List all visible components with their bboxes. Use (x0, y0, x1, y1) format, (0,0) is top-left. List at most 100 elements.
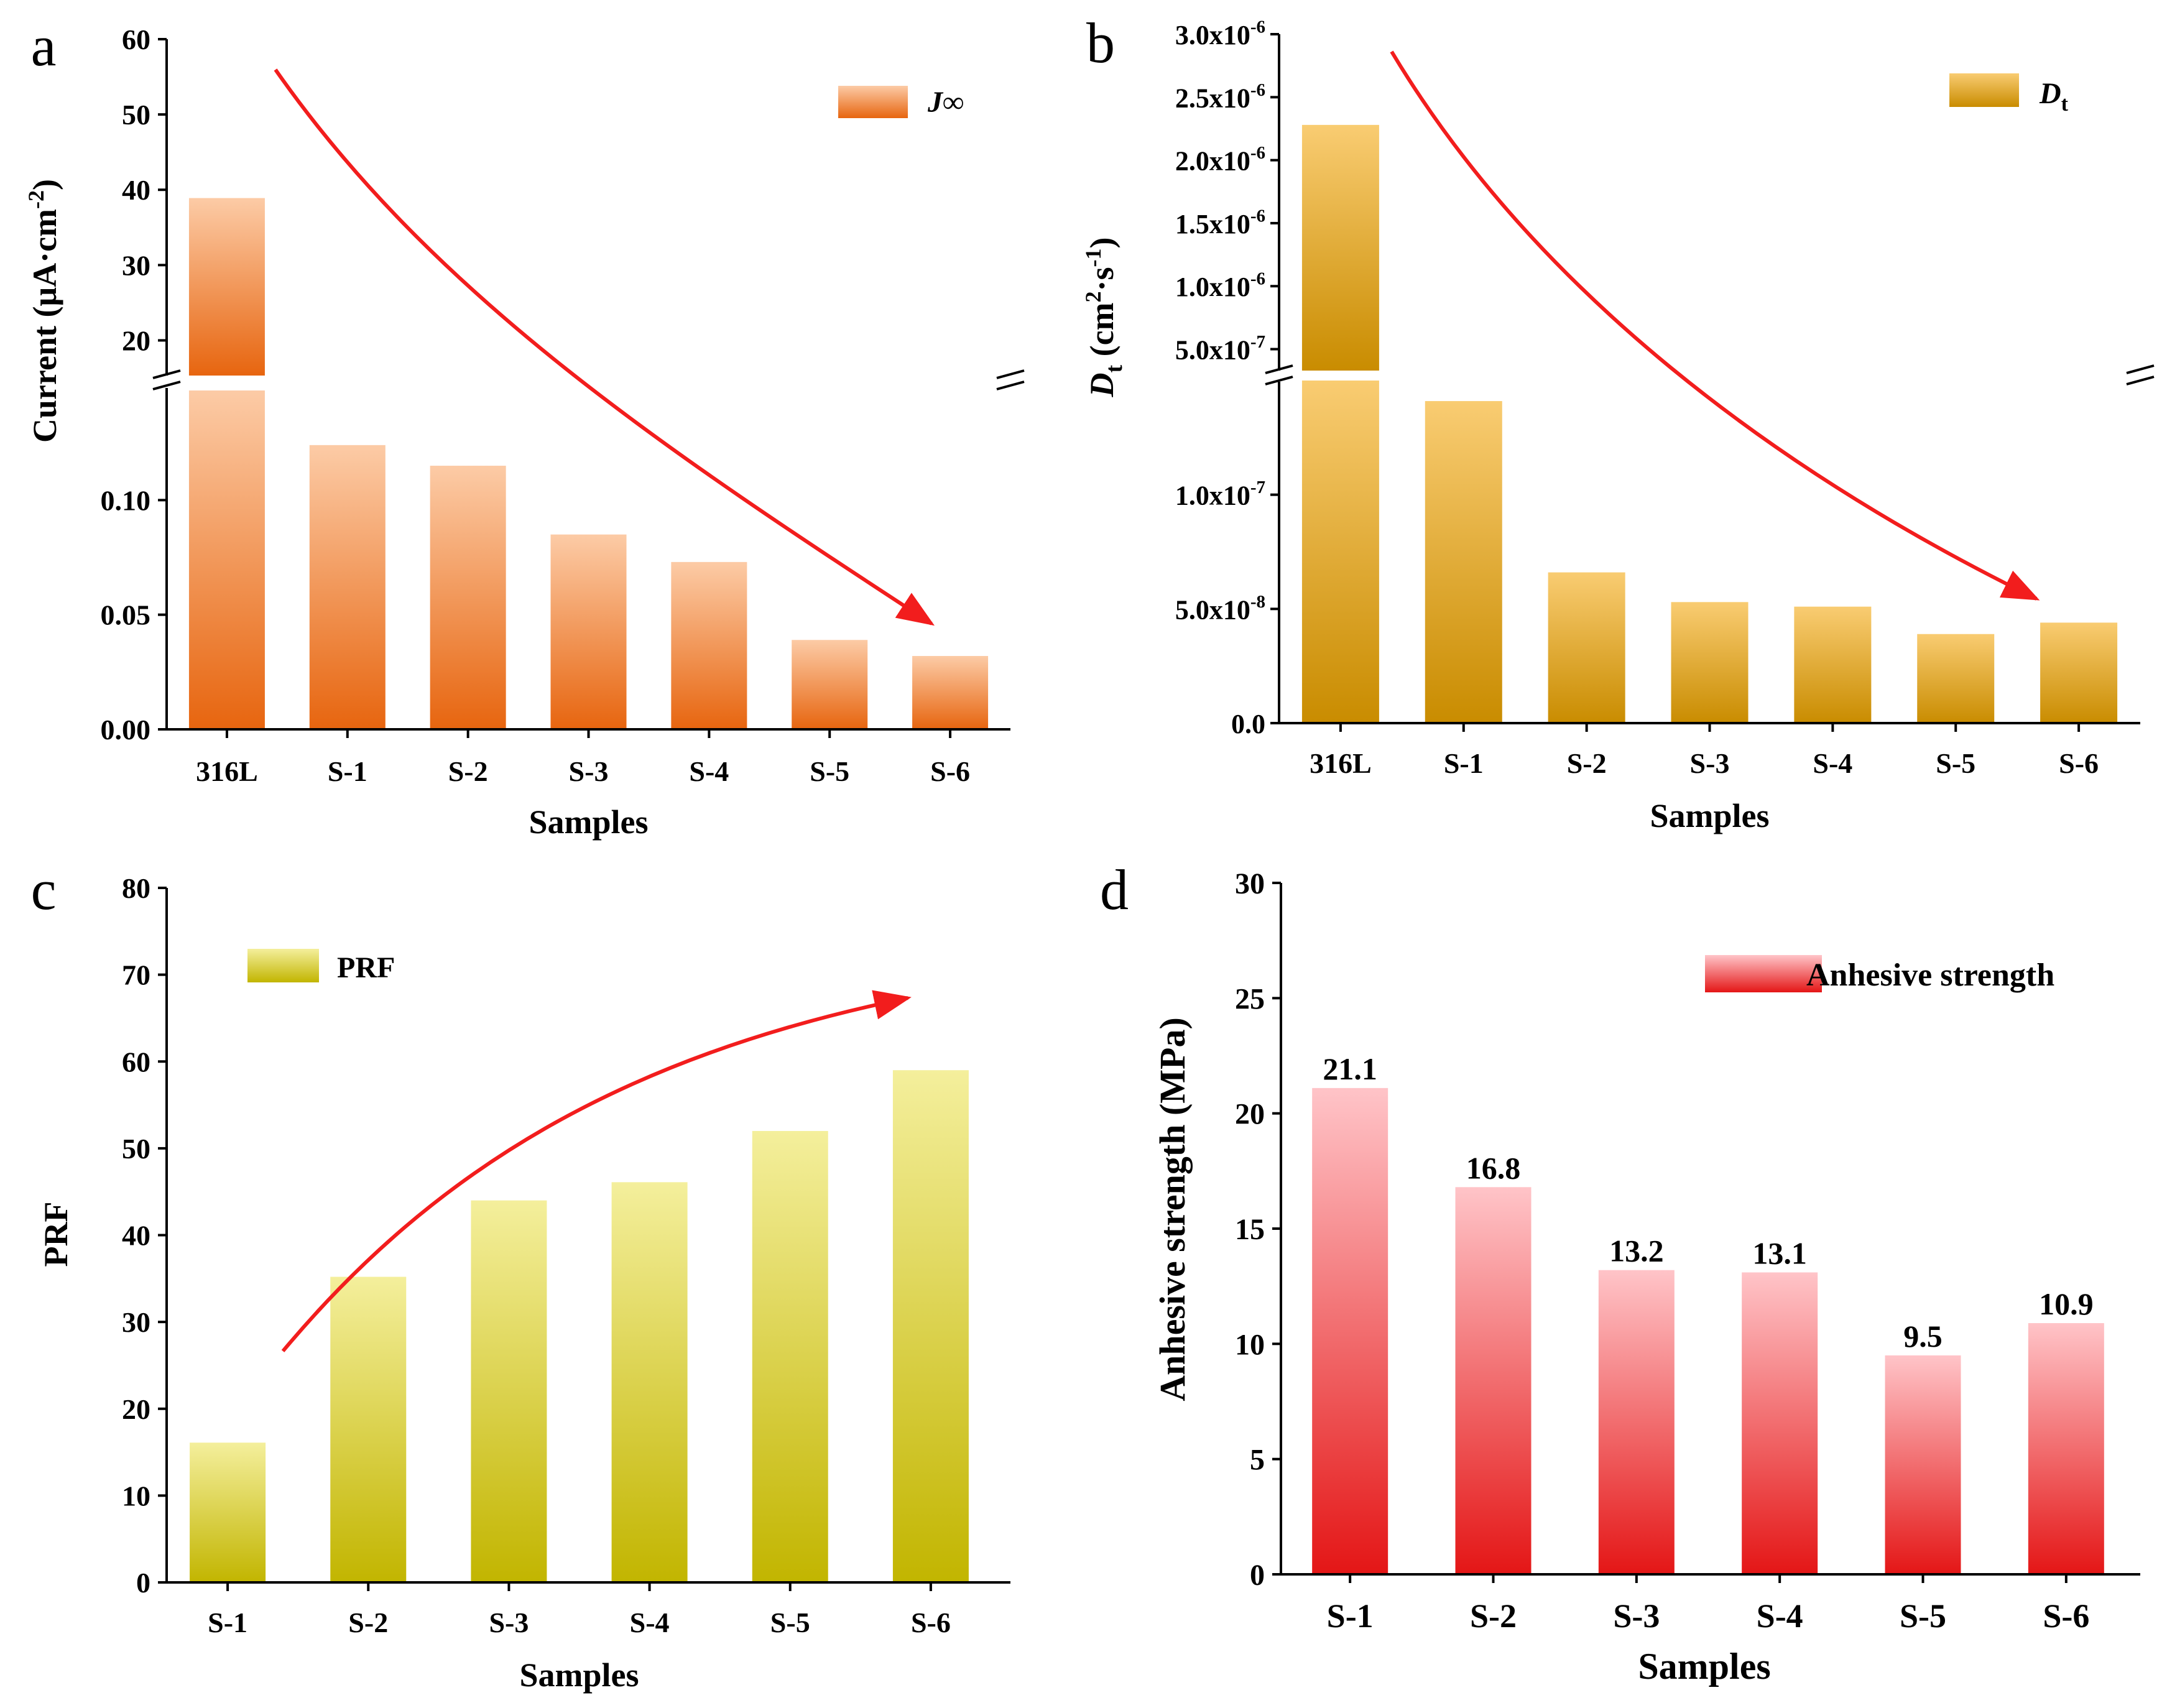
x-tick-label: S-2 (1470, 1597, 1517, 1635)
bar-S-6 (892, 1070, 969, 1582)
y-tick-label: 1.5x10-6 (1175, 206, 1265, 239)
legend-label: PRF (337, 951, 395, 984)
x-tick-label: S-2 (1567, 747, 1607, 779)
y-tick-label: 2.0x10-6 (1175, 143, 1265, 176)
data-label: 13.1 (1752, 1235, 1807, 1270)
axis-break-mark (1265, 364, 1293, 374)
x-tick-label: S-1 (208, 1607, 247, 1638)
bar-S-6 (2028, 1323, 2104, 1574)
bar-S-1 (309, 445, 386, 729)
y-tick-label: 0.10 (101, 484, 151, 516)
y-axis-label: Anhesive strength (MPa) (1152, 1017, 1193, 1401)
bar-S-3 (1671, 602, 1749, 723)
y-tick-label: 30 (1235, 867, 1265, 900)
axis-break-gap (148, 376, 185, 388)
bar-S-1 (1312, 1087, 1388, 1574)
bar-S-4 (671, 561, 747, 729)
x-tick-label: S-3 (1690, 747, 1730, 779)
axis-break-mark (996, 381, 1025, 390)
bar-S-3 (471, 1200, 547, 1582)
y-tick-label: 0.00 (101, 714, 151, 746)
y-tick-label: 20 (1235, 1098, 1265, 1131)
y-axis-label: PRF (37, 1202, 75, 1267)
bar-S-2 (1548, 572, 1625, 723)
bar-lower-316L (1301, 381, 1379, 723)
bar-S-3 (550, 534, 627, 729)
y-tick-label: 5 (1250, 1444, 1265, 1477)
bar-S-1 (190, 1443, 266, 1582)
y-tick-label: 50 (122, 99, 150, 131)
x-tick-label: S-4 (1813, 747, 1852, 779)
bar-S-2 (1455, 1187, 1532, 1574)
y-tick-label: 30 (122, 1306, 150, 1338)
y-tick-label: 0.0 (1231, 709, 1265, 739)
bar-S-5 (1917, 634, 1995, 723)
y-tick-label: 60 (122, 1046, 150, 1078)
y-tick-label: 15 (1235, 1213, 1265, 1246)
bar-S-3 (1598, 1270, 1675, 1574)
y-tick-label: 1.0x10-6 (1175, 269, 1265, 302)
y-tick-label: 70 (122, 959, 150, 991)
x-tick-label: S-6 (2059, 747, 2099, 779)
x-tick-label: S-5 (1900, 1597, 1946, 1635)
y-axis-label: Dt (cm2·s-1) (1081, 237, 1127, 397)
x-tick-label: S-3 (489, 1607, 529, 1638)
x-tick-label: 316L (1310, 747, 1372, 779)
y-tick-label: 40 (122, 1220, 150, 1252)
bar-lower-316L (188, 390, 265, 729)
x-tick-label: S-6 (911, 1607, 951, 1638)
y-tick-label: 10 (1235, 1328, 1265, 1361)
panel-letter: b (1086, 11, 1115, 75)
x-tick-label: S-3 (1613, 1597, 1660, 1635)
x-tick-label: S-2 (348, 1607, 388, 1638)
axis-break-mark (1265, 376, 1293, 385)
y-tick-label: 0.05 (101, 599, 151, 631)
y-tick-label: 60 (122, 24, 150, 55)
x-tick-label: S-6 (930, 755, 970, 787)
axis-break-mark (2126, 376, 2155, 385)
y-tick-label: 20 (122, 1393, 150, 1425)
bar-S-5 (752, 1130, 828, 1582)
bar-upper-316L (1301, 124, 1379, 371)
y-tick-label: 40 (122, 174, 150, 206)
bar-S-5 (1885, 1355, 1961, 1574)
trend-arrow (281, 990, 912, 1352)
bar-S-4 (611, 1182, 688, 1582)
axis-break-mark (2126, 364, 2155, 374)
trend-arrow (1390, 50, 2040, 601)
y-tick-label: 50 (122, 1133, 150, 1165)
x-tick-label: S-6 (2043, 1597, 2089, 1635)
bar-S-2 (430, 466, 506, 729)
y-axis-label: Current (μA·cm-2) (24, 179, 63, 443)
y-tick-label: 1.0x10-7 (1175, 478, 1265, 510)
axis-break-mark (152, 381, 181, 390)
x-tick-label: S-1 (1444, 747, 1484, 779)
x-tick-label: 316L (196, 755, 258, 787)
panel-letter: c (31, 858, 57, 921)
x-axis-label: Samples (1638, 1646, 1770, 1687)
data-label: 16.8 (1466, 1150, 1521, 1185)
bar-S-1 (1425, 401, 1502, 723)
legend-label: Anhesive strength (1806, 958, 2054, 993)
y-tick-label: 30 (122, 249, 150, 281)
panel-c: S-1 S-2 S-3 S-4 S-5 S-6 0 10 20 30 40 50 60 70 80 Sampl… (31, 858, 1010, 1694)
x-tick-label: S-2 (448, 755, 488, 787)
panel-a: 316L S-1 S-2 S-3 S-4 S-5 S-6 20 30 40 50 60 0.00 0.05… (24, 14, 1025, 841)
x-tick-label: S-3 (569, 755, 609, 787)
data-label: 21.1 (1323, 1051, 1377, 1086)
x-tick-label: S-5 (1936, 747, 1975, 779)
x-axis-label: Samples (529, 803, 648, 841)
panel-letter: a (31, 14, 57, 78)
axis-break-mark (152, 369, 181, 379)
panel-b: 316L S-1 S-2 S-3 S-4 S-5 S-6 5.0x10-7 1.0x10-6 1.… (1081, 11, 2155, 834)
x-tick-label: S-1 (328, 755, 367, 787)
bar-S-6 (2040, 622, 2118, 723)
x-axis-label: Samples (1650, 797, 1769, 834)
axis-break-mark (996, 369, 1025, 379)
legend-swatch (1705, 955, 1822, 992)
x-tick-label: S-4 (1757, 1597, 1803, 1635)
bar-S-6 (912, 656, 989, 729)
y-tick-label: 10 (122, 1480, 150, 1512)
y-tick-label: 25 (1235, 982, 1265, 1015)
